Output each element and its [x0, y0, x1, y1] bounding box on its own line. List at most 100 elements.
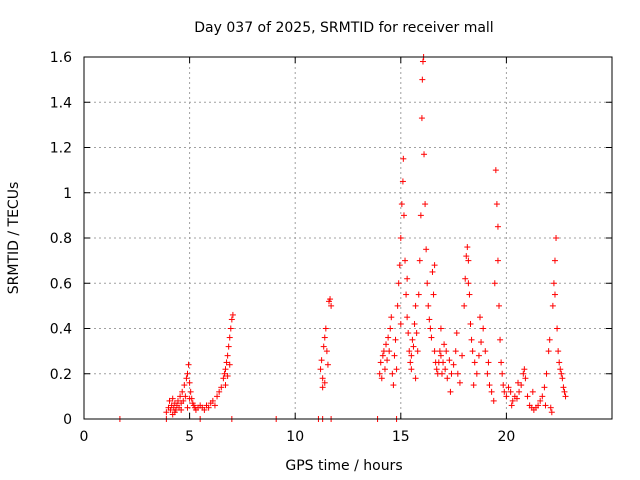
data-point [408, 366, 415, 373]
data-point [471, 359, 478, 366]
data-point [177, 393, 184, 400]
data-point [437, 325, 444, 332]
data-point [408, 352, 415, 359]
data-point [486, 382, 493, 389]
data-point [447, 388, 454, 395]
data-point [509, 397, 516, 404]
data-point [480, 325, 487, 332]
data-point [422, 201, 429, 208]
data-point [415, 291, 422, 298]
data-point [317, 366, 324, 373]
data-point [440, 359, 447, 366]
data-point [393, 366, 400, 373]
data-point [550, 280, 557, 287]
data-point [181, 382, 188, 389]
data-point [551, 257, 558, 264]
data-point [529, 388, 536, 395]
data-point [496, 302, 503, 309]
data-point [178, 406, 185, 413]
data-point [442, 366, 449, 373]
data-point [404, 314, 411, 321]
y-axis-label: SRMTID / TECUs [6, 182, 22, 295]
y-tick-label: 1.6 [50, 50, 72, 66]
data-point [438, 370, 445, 377]
data-point [516, 388, 523, 395]
data-point [391, 352, 398, 359]
data-point [187, 388, 194, 395]
data-point [473, 370, 480, 377]
data-point [488, 388, 495, 395]
data-point [378, 375, 385, 382]
y-tick-label: 1.4 [50, 95, 72, 111]
data-point [429, 268, 436, 275]
data-point [444, 375, 451, 382]
data-point [390, 382, 397, 389]
data-point [321, 379, 328, 386]
data-point [379, 352, 386, 359]
data-point [518, 382, 525, 389]
data-point [226, 361, 233, 368]
data-point [182, 393, 189, 400]
data-point [412, 302, 419, 309]
data-point [417, 212, 424, 219]
data-point [535, 402, 542, 409]
data-point [222, 382, 229, 389]
data-point [515, 379, 522, 386]
data-point [452, 348, 459, 355]
data-point [484, 370, 491, 377]
data-point [465, 257, 472, 264]
data-point [396, 262, 403, 269]
data-point [431, 262, 438, 269]
y-tick-label: 1 [63, 186, 72, 202]
data-point [322, 325, 329, 332]
data-point [508, 402, 515, 409]
data-point [411, 320, 418, 327]
data-point [559, 375, 566, 382]
x-tick-label: 20 [497, 429, 515, 445]
chart-title: Day 037 of 2025, SRMTID for receiver mal… [194, 20, 493, 36]
data-point [179, 388, 186, 395]
data-point [214, 393, 221, 400]
data-point [475, 352, 482, 359]
data-point [166, 397, 173, 404]
data-point [453, 330, 460, 337]
data-point [388, 314, 395, 321]
data-point [398, 201, 405, 208]
data-point [327, 296, 334, 303]
data-point [218, 384, 225, 391]
data-point [410, 343, 417, 350]
data-point [397, 320, 404, 327]
x-tick-label: 10 [286, 429, 304, 445]
data-point [554, 325, 561, 332]
data-point [323, 348, 330, 355]
data-point [385, 334, 392, 341]
data-point [463, 253, 470, 260]
data-point [421, 151, 428, 158]
data-point [402, 257, 409, 264]
data-point [424, 280, 431, 287]
data-point [227, 325, 234, 332]
data-point [221, 370, 228, 377]
data-point [446, 357, 453, 364]
data-point [557, 366, 564, 373]
data-point [431, 348, 438, 355]
data-point [399, 178, 406, 185]
data-point [319, 384, 326, 391]
data-point [555, 348, 562, 355]
data-point [498, 359, 505, 366]
data-point [174, 397, 181, 404]
y-tick-label: 0 [63, 412, 72, 428]
data-point [180, 397, 187, 404]
data-point [400, 155, 407, 162]
data-point [318, 357, 325, 364]
data-point [320, 343, 327, 350]
data-point [520, 370, 527, 377]
data-point [562, 393, 569, 400]
data-point [542, 402, 549, 409]
data-point [500, 382, 507, 389]
y-tick-label: 1.2 [50, 141, 72, 157]
data-point [547, 404, 554, 411]
data-point [505, 384, 512, 391]
data-point [491, 280, 498, 287]
